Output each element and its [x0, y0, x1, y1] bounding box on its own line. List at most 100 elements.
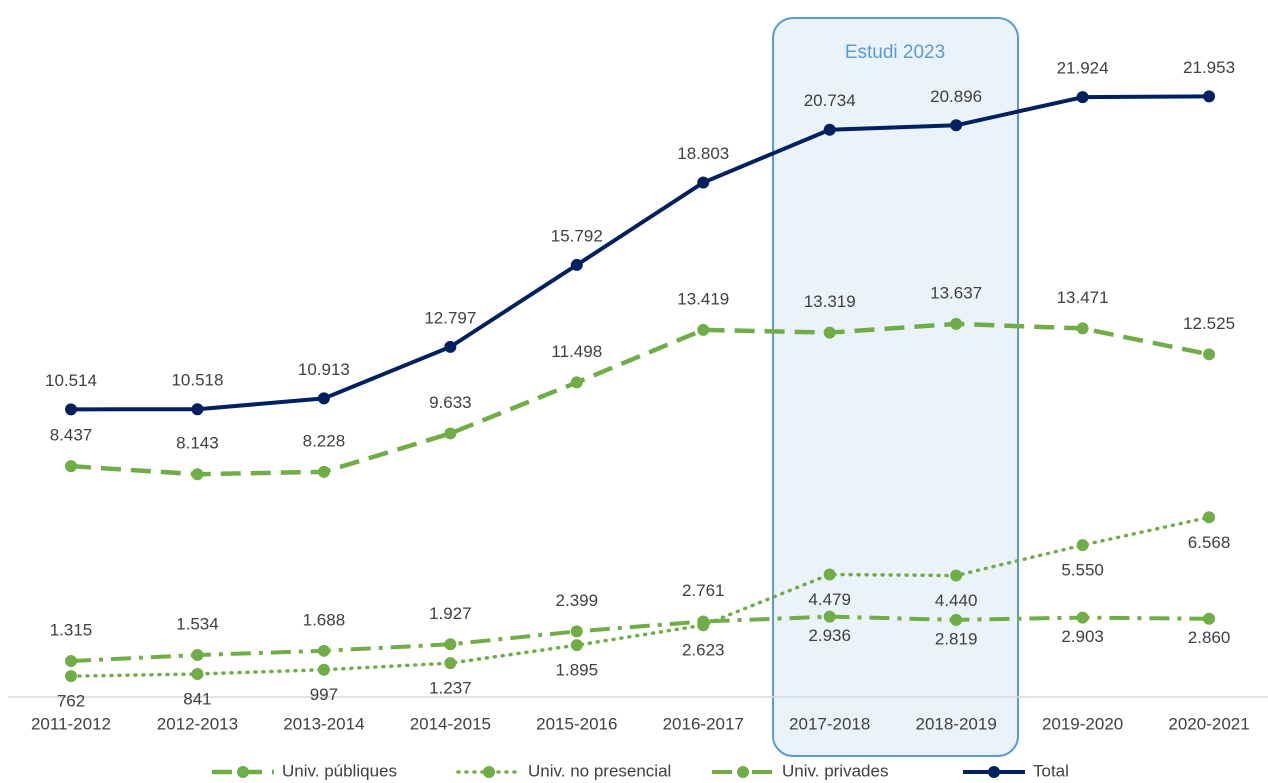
legend-label: Univ. públiques [282, 761, 397, 780]
data-label: 20.734 [804, 91, 856, 110]
data-point [1076, 322, 1089, 335]
data-point [570, 639, 583, 652]
data-label: 20.896 [930, 87, 982, 106]
annotation: Estudi 2023 [845, 42, 945, 63]
x-tick-label: 2019-2020 [1042, 714, 1123, 733]
data-point [823, 123, 836, 136]
x-tick-label: 2017-2018 [789, 714, 870, 733]
data-label: 8.143 [176, 434, 219, 453]
legend-label: Total [1033, 761, 1069, 780]
legend-marker [483, 766, 495, 778]
data-point [697, 176, 710, 189]
data-point [950, 317, 963, 330]
data-label: 997 [310, 685, 338, 704]
data-label: 9.633 [429, 393, 472, 412]
data-point [570, 258, 583, 271]
data-point [65, 670, 77, 683]
legend-marker [988, 766, 1000, 778]
data-label: 4.479 [808, 590, 851, 609]
data-label: 13.319 [804, 292, 856, 311]
data-point [317, 465, 330, 478]
data-label: 841 [183, 689, 211, 708]
data-label: 11.498 [551, 342, 602, 361]
data-point [570, 376, 583, 389]
data-point [950, 119, 963, 132]
data-label: 2.623 [682, 641, 725, 660]
data-point [317, 644, 330, 657]
data-label: 10.514 [45, 371, 97, 390]
data-point [697, 323, 710, 336]
data-point [1076, 91, 1089, 104]
legend-marker [737, 766, 749, 778]
data-point [697, 615, 710, 628]
data-label: 15.792 [551, 226, 603, 245]
legend-marker [237, 766, 249, 778]
data-point [317, 663, 330, 676]
data-label: 10.913 [298, 360, 350, 379]
data-point [823, 568, 836, 581]
series-line [70, 614, 1210, 664]
data-label: 2.399 [556, 591, 599, 610]
data-label: 18.803 [677, 144, 729, 163]
data-point [317, 392, 330, 405]
data-label: 12.797 [424, 308, 476, 327]
x-tick-label: 2018-2019 [915, 714, 996, 733]
data-label: 6.568 [1188, 533, 1231, 552]
data-point [444, 657, 457, 670]
data-point [1203, 511, 1216, 524]
data-label: 21.924 [1057, 59, 1109, 78]
data-point [191, 403, 204, 416]
data-label: 2.819 [935, 629, 978, 648]
data-label: 2.936 [808, 626, 851, 645]
data-point [191, 667, 204, 680]
x-tick-label: 2011-2012 [31, 714, 111, 733]
data-point [950, 569, 963, 582]
data-label: 2.903 [1061, 627, 1104, 646]
data-label: 1.688 [303, 610, 346, 629]
data-label: 13.419 [677, 289, 729, 308]
data-label: 12.525 [1183, 314, 1235, 333]
x-tick-label: 2012-2013 [157, 714, 238, 733]
data-label: 1.534 [176, 615, 219, 634]
data-point [950, 613, 963, 626]
data-point [570, 625, 583, 638]
data-label: 13.471 [1057, 288, 1109, 307]
data-point [191, 468, 204, 481]
data-point [65, 403, 77, 416]
legend-label: Univ. privades [782, 761, 888, 780]
series-line [70, 94, 1210, 412]
data-point [823, 610, 836, 623]
data-label: 1.315 [50, 621, 93, 640]
x-tick-label: 2015-2016 [536, 714, 617, 733]
data-label: 13.637 [930, 283, 982, 302]
x-tick-label: 2016-2017 [663, 714, 744, 733]
x-tick-label: 2013-2014 [283, 714, 364, 733]
data-point [65, 460, 77, 473]
data-label: 8.228 [303, 431, 346, 450]
data-point [444, 340, 457, 353]
data-label: 1.927 [429, 604, 472, 623]
data-point [191, 649, 204, 662]
data-point [1076, 539, 1089, 552]
data-point [1076, 611, 1089, 624]
x-tick-label: 2020-2021 [1168, 714, 1249, 733]
data-point [444, 638, 457, 651]
data-point [65, 655, 77, 668]
data-label: 4.440 [935, 591, 978, 610]
data-label: 762 [57, 692, 85, 711]
data-label: 1.237 [429, 679, 472, 698]
series-line [70, 321, 1210, 477]
data-point [1203, 90, 1216, 103]
data-label: 21.953 [1183, 58, 1235, 77]
data-label: 8.437 [50, 426, 93, 445]
data-point [1203, 348, 1216, 361]
data-label: 5.550 [1061, 561, 1104, 580]
data-label: 2.761 [682, 581, 725, 600]
data-label: 1.895 [556, 661, 599, 680]
data-label: 10.518 [171, 371, 223, 390]
data-point [444, 427, 457, 440]
x-tick-label: 2014-2015 [410, 714, 491, 733]
data-point [1203, 612, 1216, 625]
